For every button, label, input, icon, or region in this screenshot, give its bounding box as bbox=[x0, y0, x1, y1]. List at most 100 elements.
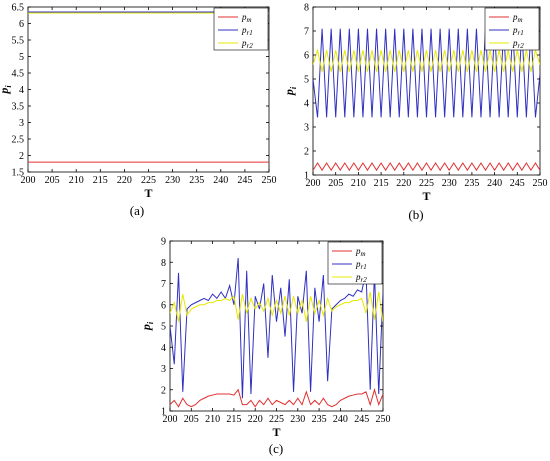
x-tick-label: 200 bbox=[21, 175, 36, 186]
y-tick-label: 2 bbox=[161, 385, 166, 396]
x-tick-label: 205 bbox=[184, 414, 199, 425]
legend-entry-r1: pr1 bbox=[512, 25, 524, 37]
y-tick-label: 7 bbox=[304, 27, 309, 38]
x-tick-label: 235 bbox=[312, 414, 327, 425]
x-tick-label: 230 bbox=[290, 414, 305, 425]
y-tick-label: 1.5 bbox=[12, 168, 25, 179]
y-tick-label: 7 bbox=[161, 279, 166, 290]
x-tick-label: 230 bbox=[442, 178, 457, 189]
x-tick-label: 215 bbox=[226, 414, 241, 425]
y-tick-label: 6 bbox=[304, 51, 309, 62]
x-tick-label: 210 bbox=[351, 178, 366, 189]
x-axis-label: T bbox=[272, 425, 280, 439]
series-line-p-r2 bbox=[313, 48, 540, 72]
x-tick-label: 220 bbox=[248, 414, 263, 425]
legend-box bbox=[213, 7, 269, 51]
y-tick-label: 4 bbox=[304, 99, 309, 110]
x-tick-label: 200 bbox=[306, 178, 321, 189]
y-tick-label: 6 bbox=[19, 19, 24, 30]
legend-entry-r1: pr1 bbox=[241, 25, 253, 37]
x-tick-label: 225 bbox=[141, 175, 156, 186]
x-tick-label: 210 bbox=[205, 414, 220, 425]
x-tick-label: 240 bbox=[213, 175, 228, 186]
y-tick-label: 4 bbox=[161, 343, 166, 354]
x-tick-label: 245 bbox=[510, 178, 525, 189]
x-tick-label: 200 bbox=[163, 414, 178, 425]
panel-label: (a) bbox=[130, 203, 144, 218]
legend-entry-sub: r1 bbox=[361, 263, 367, 271]
series-line-p-m bbox=[170, 387, 383, 408]
panel-label: (c) bbox=[269, 441, 283, 456]
y-axis-label: pi bbox=[0, 85, 13, 95]
series-line-p-r1 bbox=[170, 257, 383, 399]
y-tick-label: 4.5 bbox=[12, 69, 25, 80]
y-tick-label: 4 bbox=[19, 85, 24, 96]
y-tick-label: 3 bbox=[19, 118, 24, 129]
series-line-p-r1 bbox=[313, 28, 540, 118]
y-tick-label: 2 bbox=[304, 147, 309, 158]
y-tick-label: 5 bbox=[161, 322, 166, 333]
series-line-p-m bbox=[313, 162, 540, 172]
x-tick-label: 240 bbox=[333, 414, 348, 425]
x-tick-label: 225 bbox=[419, 178, 434, 189]
x-tick-label: 215 bbox=[93, 175, 108, 186]
y-tick-label: 6 bbox=[161, 300, 166, 311]
legend-entry-sub: r1 bbox=[247, 29, 253, 37]
series-group bbox=[313, 28, 540, 172]
x-tick-label: 250 bbox=[376, 414, 391, 425]
legend-box bbox=[484, 7, 540, 51]
chart-panel-1: 200 205 210 215 220 225 230 235 240 245 250 1.5 2 2.5… bbox=[0, 3, 277, 219]
legend-entry-m: pm bbox=[355, 246, 366, 258]
y-axis-label: pi bbox=[139, 321, 155, 331]
legend-entry-m: pm bbox=[512, 12, 523, 24]
chart-panel-2: 200 205 210 215 220 225 230 235 240 245 250 1 2 3 4 5 6 7… bbox=[282, 3, 548, 223]
legend-entry-sub: r2 bbox=[518, 42, 525, 50]
x-tick-label: 250 bbox=[533, 178, 548, 189]
y-tick-label: 5 bbox=[304, 75, 309, 86]
x-tick-label: 220 bbox=[117, 175, 132, 186]
x-axis-label: T bbox=[422, 189, 430, 203]
legend-box bbox=[327, 241, 383, 285]
x-tick-label: 205 bbox=[328, 178, 343, 189]
y-tick-label: 1 bbox=[304, 171, 309, 182]
y-tick-label: 8 bbox=[304, 3, 309, 14]
y-tick-label: 3.5 bbox=[12, 102, 25, 113]
legend-entry-r1: pr1 bbox=[355, 259, 367, 271]
y-tick-label: 5 bbox=[19, 52, 24, 63]
legend-entry-sub: r2 bbox=[361, 276, 368, 284]
y-axis-label: pi bbox=[282, 86, 298, 96]
y-tick-label: 8 bbox=[161, 258, 166, 269]
y-tick-label: 3 bbox=[304, 123, 309, 134]
y-tick-label: 2.5 bbox=[12, 135, 25, 146]
x-axis-label: T bbox=[144, 186, 152, 200]
x-tick-label: 225 bbox=[269, 414, 284, 425]
y-tick-label: 1 bbox=[161, 407, 166, 418]
y-axis-label-sub: i bbox=[146, 321, 155, 324]
series-line-p-r2 bbox=[170, 291, 383, 322]
legend-entry-sub: r2 bbox=[247, 42, 254, 50]
y-axis-label-sub: i bbox=[289, 86, 298, 89]
x-tick-label: 215 bbox=[374, 178, 389, 189]
x-tick-label: 245 bbox=[354, 414, 369, 425]
x-tick-label: 240 bbox=[487, 178, 502, 189]
x-tick-label: 230 bbox=[165, 175, 180, 186]
x-tick-label: 220 bbox=[396, 178, 411, 189]
y-tick-label: 3 bbox=[161, 364, 166, 375]
x-tick-label: 245 bbox=[237, 175, 252, 186]
y-tick-label: 6.5 bbox=[12, 3, 25, 14]
y-tick-label: 9 bbox=[161, 237, 166, 248]
x-tick-label: 235 bbox=[189, 175, 204, 186]
legend-entry-sub: m bbox=[247, 16, 252, 24]
series-group bbox=[170, 257, 383, 408]
legend-entry-m: pm bbox=[241, 12, 252, 24]
chart-panel-3: 200 205 210 215 220 225 230 235 240 245 250 1 2 3 4 5 6 7… bbox=[139, 237, 391, 457]
y-axis-label-sub: i bbox=[4, 85, 13, 88]
x-tick-label: 235 bbox=[464, 178, 479, 189]
legend-entry-sub: r1 bbox=[518, 29, 524, 37]
legend-entry-sub: m bbox=[518, 16, 523, 24]
x-tick-label: 250 bbox=[262, 175, 277, 186]
